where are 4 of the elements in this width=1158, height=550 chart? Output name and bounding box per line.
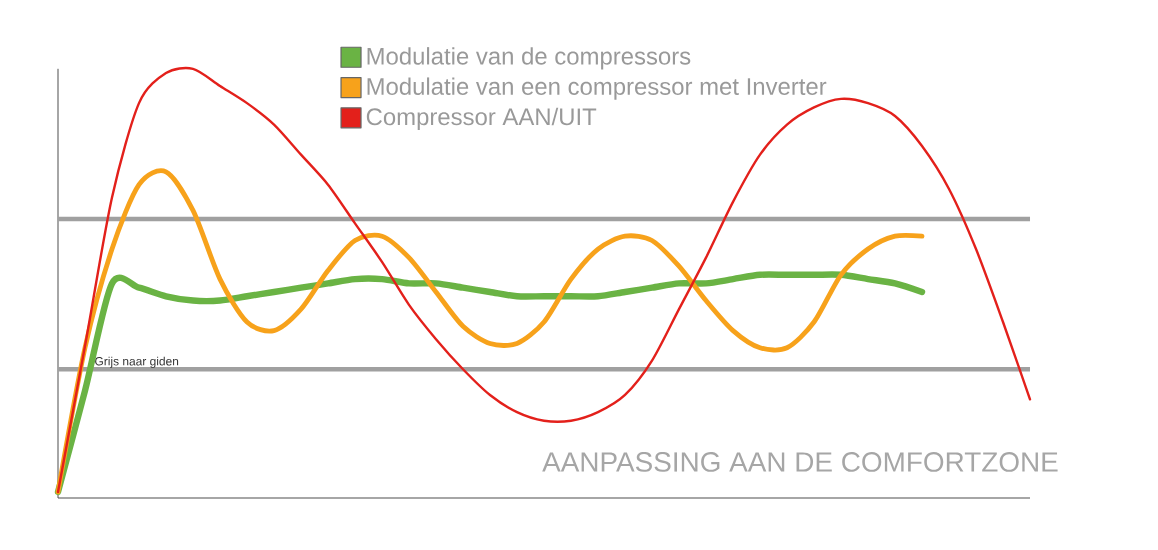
legend-label: Modulatie van de compressors — [367, 47, 691, 70]
annotation: AANPASSING AAN DE COMFORTZONE — [542, 452, 1058, 472]
legend-label: Compressor AAN/UIT — [366, 107, 597, 130]
legend-label: Modulatie van een compressor met Inverter — [367, 77, 827, 100]
